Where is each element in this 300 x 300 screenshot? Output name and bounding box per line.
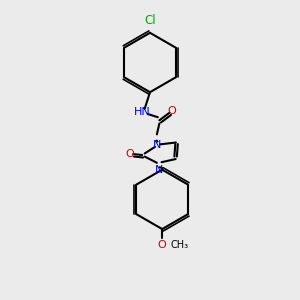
- Text: Cl: Cl: [144, 14, 156, 27]
- Text: HN: HN: [134, 107, 151, 118]
- Text: CH₃: CH₃: [170, 240, 188, 250]
- Text: O: O: [158, 240, 167, 250]
- Text: N: N: [153, 140, 162, 150]
- Text: O: O: [125, 149, 134, 159]
- Text: O: O: [167, 106, 176, 116]
- Text: N: N: [155, 165, 163, 175]
